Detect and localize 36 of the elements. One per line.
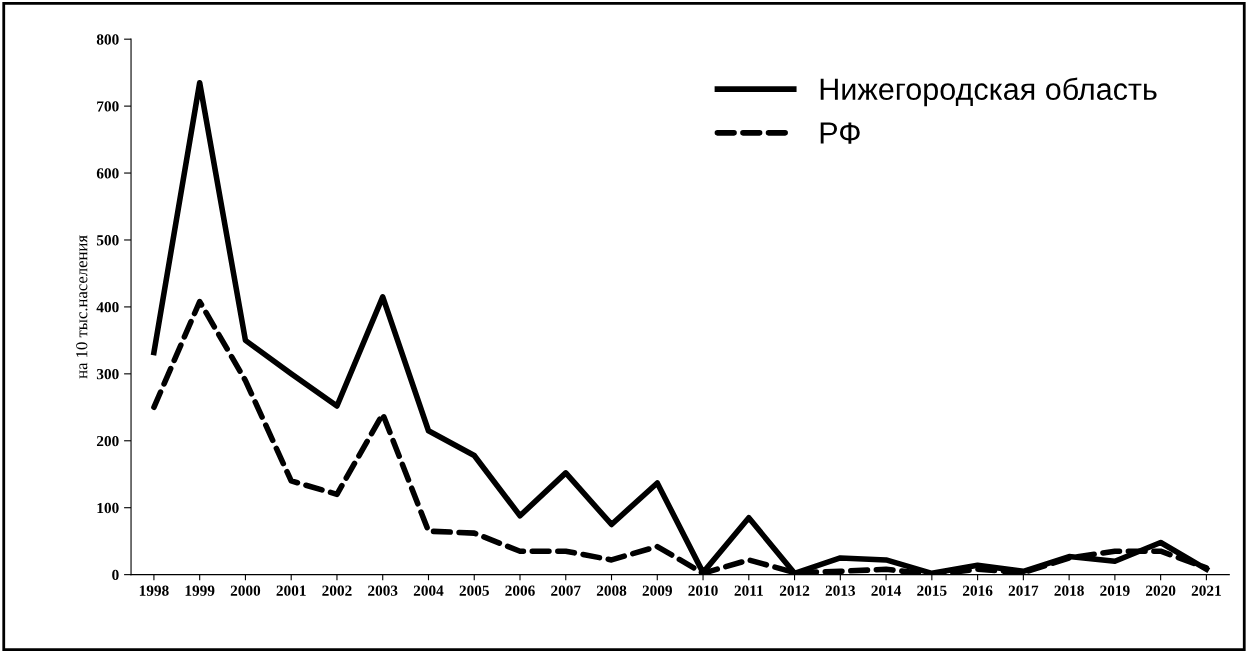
x-tick-label: 2018 — [1054, 585, 1084, 596]
x-tick-label: 1999 — [185, 585, 215, 596]
x-tick-label: 2008 — [596, 585, 627, 596]
x-tick-label: 1998 — [139, 585, 169, 596]
x-tick-label: 2007 — [551, 585, 581, 596]
x-tick-label: 2011 — [734, 585, 763, 596]
y-axis-title: на 10 тыс.населения — [76, 235, 88, 379]
legend-label: РФ — [820, 122, 860, 144]
y-tick-label: 500 — [96, 235, 119, 246]
y-tick-label: 800 — [96, 34, 119, 45]
y-tick-label: 600 — [96, 168, 119, 179]
x-tick-label: 2017 — [1008, 585, 1039, 596]
x-tick-label: 2002 — [322, 585, 352, 596]
x-tick-label: 2015 — [917, 585, 947, 596]
x-tick-label: 2003 — [368, 585, 398, 596]
x-tick-label: 2006 — [505, 585, 535, 596]
x-tick-label: 2016 — [962, 585, 993, 596]
x-tick-label: 2010 — [688, 585, 718, 596]
y-tick-label: 200 — [96, 435, 119, 447]
x-tick-label: 2020 — [1146, 585, 1176, 596]
x-tick-label: 2001 — [276, 585, 306, 596]
y-tick-label: 700 — [97, 101, 119, 112]
x-tick-label: 2009 — [642, 585, 673, 596]
y-tick-label: 100 — [97, 502, 119, 514]
x-tick-label: 2014 — [871, 585, 902, 596]
x-tick-label: 2019 — [1100, 585, 1130, 596]
y-tick-label: 400 — [96, 302, 119, 313]
legend-label: Нижегородская область — [820, 77, 1157, 107]
x-tick-label: 2021 — [1191, 585, 1221, 596]
x-tick-label: 2000 — [230, 585, 261, 596]
x-tick-label: 2013 — [825, 585, 856, 596]
x-tick-label: 2005 — [459, 585, 489, 596]
y-tick-label: 300 — [96, 368, 119, 380]
x-tick-label: 2012 — [779, 585, 810, 596]
x-tick-label: 2004 — [413, 585, 444, 596]
y-tick-label: 0 — [112, 569, 119, 581]
